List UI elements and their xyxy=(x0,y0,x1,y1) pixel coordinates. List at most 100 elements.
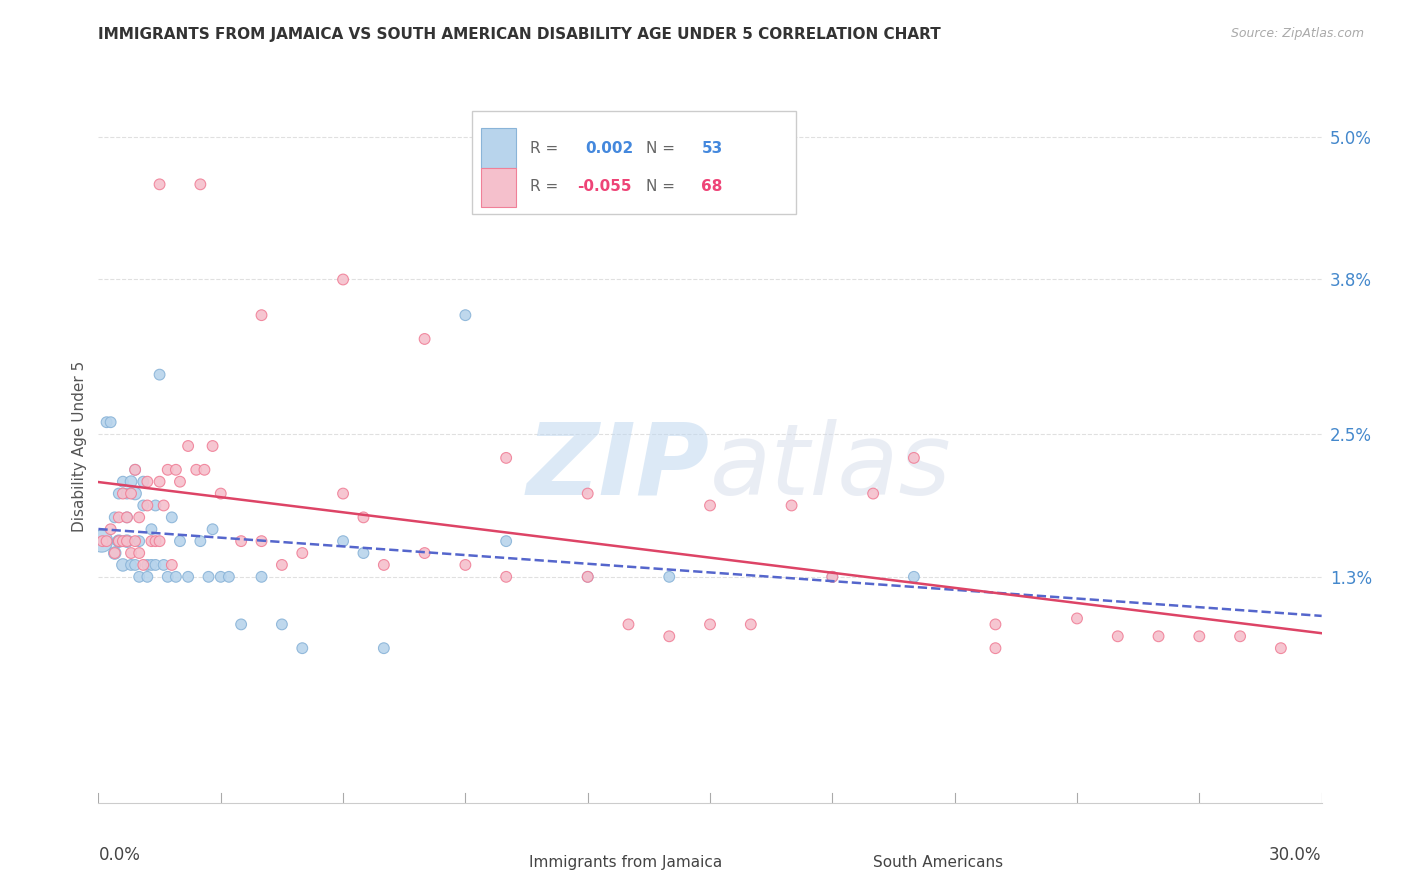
Point xyxy=(149,475,172,489)
Point xyxy=(454,308,477,322)
Point xyxy=(145,499,167,513)
Point xyxy=(188,534,212,549)
Point xyxy=(332,486,354,500)
Point xyxy=(413,546,436,560)
Point xyxy=(177,439,200,453)
Point xyxy=(231,534,253,549)
Point xyxy=(658,629,681,643)
Point xyxy=(177,570,200,584)
Text: -0.055: -0.055 xyxy=(576,179,631,194)
Point xyxy=(104,510,127,524)
Point xyxy=(128,510,150,524)
Point xyxy=(332,272,354,286)
Point xyxy=(115,534,138,549)
Point xyxy=(128,546,150,560)
Bar xyxy=(484,849,517,876)
Text: atlas: atlas xyxy=(710,419,952,516)
Point xyxy=(352,546,374,560)
Point xyxy=(984,641,1007,656)
Point xyxy=(108,534,131,549)
Point xyxy=(104,546,127,560)
Point xyxy=(136,558,159,572)
Text: 0.002: 0.002 xyxy=(585,141,634,156)
Point xyxy=(91,534,114,549)
Point xyxy=(120,475,142,489)
Point xyxy=(495,570,517,584)
Point xyxy=(115,534,138,549)
Point xyxy=(1188,629,1211,643)
Point xyxy=(132,475,155,489)
Point xyxy=(149,178,172,192)
Point xyxy=(108,534,131,549)
Point xyxy=(186,463,208,477)
Point xyxy=(128,570,150,584)
Point xyxy=(136,570,159,584)
Point xyxy=(115,510,138,524)
Point xyxy=(111,475,134,489)
Point xyxy=(124,534,146,549)
Point xyxy=(165,463,187,477)
Point xyxy=(740,617,762,632)
Point xyxy=(128,534,150,549)
Point xyxy=(108,534,131,549)
Point xyxy=(145,558,167,572)
Point xyxy=(120,486,142,500)
Point xyxy=(373,558,395,572)
Point xyxy=(96,534,118,549)
Point xyxy=(576,486,599,500)
Point xyxy=(201,439,224,453)
Point xyxy=(495,450,517,465)
Point xyxy=(699,617,721,632)
Point xyxy=(165,570,187,584)
Point xyxy=(169,475,191,489)
Point xyxy=(132,499,155,513)
Point xyxy=(188,178,212,192)
Point xyxy=(454,558,477,572)
Point xyxy=(1066,611,1088,625)
Text: ZIP: ZIP xyxy=(527,419,710,516)
Text: IMMIGRANTS FROM JAMAICA VS SOUTH AMERICAN DISABILITY AGE UNDER 5 CORRELATION CHA: IMMIGRANTS FROM JAMAICA VS SOUTH AMERICA… xyxy=(98,27,941,42)
Point xyxy=(152,558,174,572)
Point xyxy=(132,558,155,572)
Point xyxy=(115,510,138,524)
Point xyxy=(270,558,294,572)
Point xyxy=(780,499,803,513)
Point xyxy=(862,486,884,500)
Point xyxy=(149,534,172,549)
Text: 0.0%: 0.0% xyxy=(98,846,141,863)
Text: 68: 68 xyxy=(702,179,723,194)
Point xyxy=(413,332,436,346)
Point xyxy=(160,510,183,524)
Point xyxy=(576,570,599,584)
Point xyxy=(124,558,146,572)
Text: Immigrants from Jamaica: Immigrants from Jamaica xyxy=(529,855,723,871)
Point xyxy=(120,546,142,560)
Point xyxy=(111,534,134,549)
Point xyxy=(291,641,314,656)
Point xyxy=(1147,629,1170,643)
Text: N =: N = xyxy=(647,179,681,194)
Point xyxy=(218,570,240,584)
Point xyxy=(270,617,294,632)
Point xyxy=(1107,629,1129,643)
Point xyxy=(120,558,142,572)
Text: N =: N = xyxy=(647,141,681,156)
Point xyxy=(231,617,253,632)
Text: South Americans: South Americans xyxy=(873,855,1002,871)
Point xyxy=(250,534,273,549)
Point xyxy=(115,486,138,500)
Point xyxy=(617,617,640,632)
Text: R =: R = xyxy=(530,179,564,194)
Point xyxy=(100,415,122,429)
Point xyxy=(250,570,273,584)
Point xyxy=(156,570,179,584)
Point xyxy=(201,522,224,536)
Point xyxy=(141,558,163,572)
Point xyxy=(903,450,925,465)
Point xyxy=(209,570,232,584)
Point xyxy=(136,475,159,489)
Point xyxy=(104,546,127,560)
Point xyxy=(141,522,163,536)
Point xyxy=(332,534,354,549)
Point xyxy=(111,558,134,572)
